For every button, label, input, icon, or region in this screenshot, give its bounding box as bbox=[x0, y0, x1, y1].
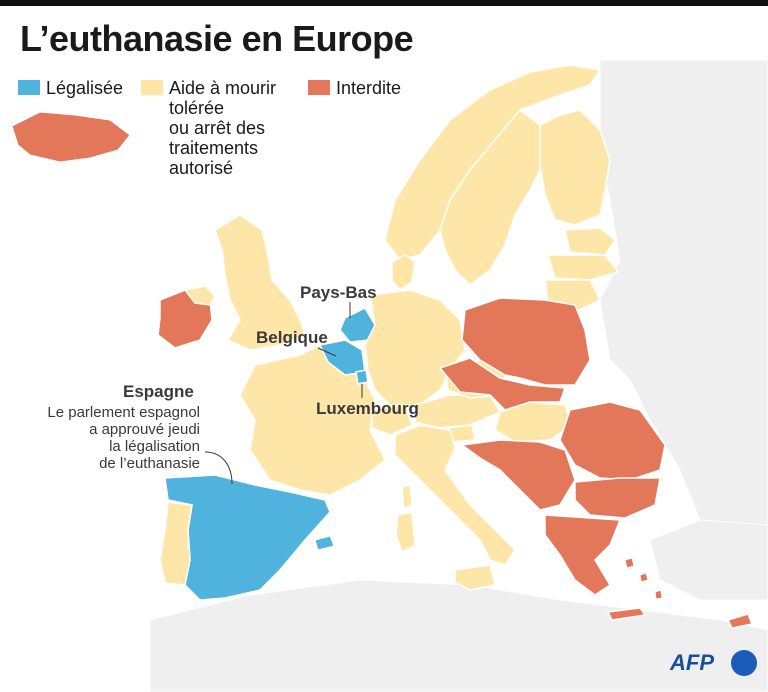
latvia bbox=[546, 254, 620, 281]
label-espagne: Espagne bbox=[123, 382, 194, 401]
espagne bbox=[164, 474, 331, 601]
greek-islands bbox=[624, 557, 663, 600]
legend-swatch-toleree bbox=[141, 80, 163, 95]
norway bbox=[384, 64, 602, 261]
espagne-leader bbox=[204, 451, 233, 485]
legend-label-line-3: ou arrêt des bbox=[169, 118, 266, 138]
sicily bbox=[454, 564, 496, 591]
estonia bbox=[564, 227, 617, 256]
united-kingdom bbox=[214, 214, 306, 351]
legend-label-line-5: autorisé bbox=[169, 158, 234, 178]
sardinia bbox=[395, 511, 416, 554]
espagne-note: Le parlement espagnol a approuvé jeudi l… bbox=[22, 404, 200, 472]
sweden bbox=[439, 108, 546, 286]
note-line-4: de l’euthanasie bbox=[99, 455, 200, 472]
legend-label-line-4: traitements bbox=[169, 138, 259, 158]
legend-label-line-2: tolérée bbox=[169, 98, 225, 118]
legend-swatch-interdite bbox=[308, 80, 330, 95]
label-luxembourg: Luxembourg bbox=[316, 399, 419, 418]
northern-ireland bbox=[183, 285, 216, 306]
denmark bbox=[391, 254, 416, 292]
switzerland bbox=[371, 404, 413, 436]
legend-label-line-1: Aide à mourir bbox=[169, 78, 277, 98]
portugal bbox=[159, 501, 193, 586]
croatia-serbia-bosnia bbox=[460, 439, 576, 511]
russia-region bbox=[599, 59, 768, 561]
greece bbox=[544, 514, 622, 596]
belgique-leader bbox=[317, 347, 337, 357]
iceland bbox=[11, 111, 131, 163]
germany bbox=[364, 289, 466, 406]
note-line-2: a approuvé jeudi bbox=[89, 421, 200, 438]
italy bbox=[394, 424, 516, 566]
afp-logo: AFP bbox=[670, 650, 714, 675]
slovakia bbox=[438, 357, 567, 411]
finland bbox=[539, 109, 611, 226]
balearic bbox=[314, 535, 335, 551]
bulgaria bbox=[574, 477, 661, 519]
legend-swatch-legalisee bbox=[18, 80, 40, 95]
label-belgique: Belgique bbox=[256, 328, 328, 347]
crete bbox=[606, 607, 647, 621]
austria bbox=[414, 394, 502, 429]
romania bbox=[559, 401, 666, 481]
label-pays-bas: Pays-Bas bbox=[300, 283, 377, 302]
afp-logo-dot bbox=[731, 650, 757, 676]
legend-label-interdite: Interdite bbox=[336, 78, 402, 98]
note-line-1: Le parlement espagnol bbox=[47, 404, 200, 421]
turkey-region bbox=[649, 519, 768, 601]
note-line-3: la légalisation bbox=[109, 438, 200, 455]
pologne bbox=[461, 297, 591, 386]
corsica bbox=[401, 484, 413, 510]
luxembourg bbox=[355, 369, 369, 385]
page-title: L’euthanasie en Europe bbox=[20, 18, 414, 59]
legend-label-legalisee: Légalisée bbox=[46, 78, 124, 98]
cyprus bbox=[726, 613, 754, 629]
top-bar bbox=[0, 0, 768, 6]
